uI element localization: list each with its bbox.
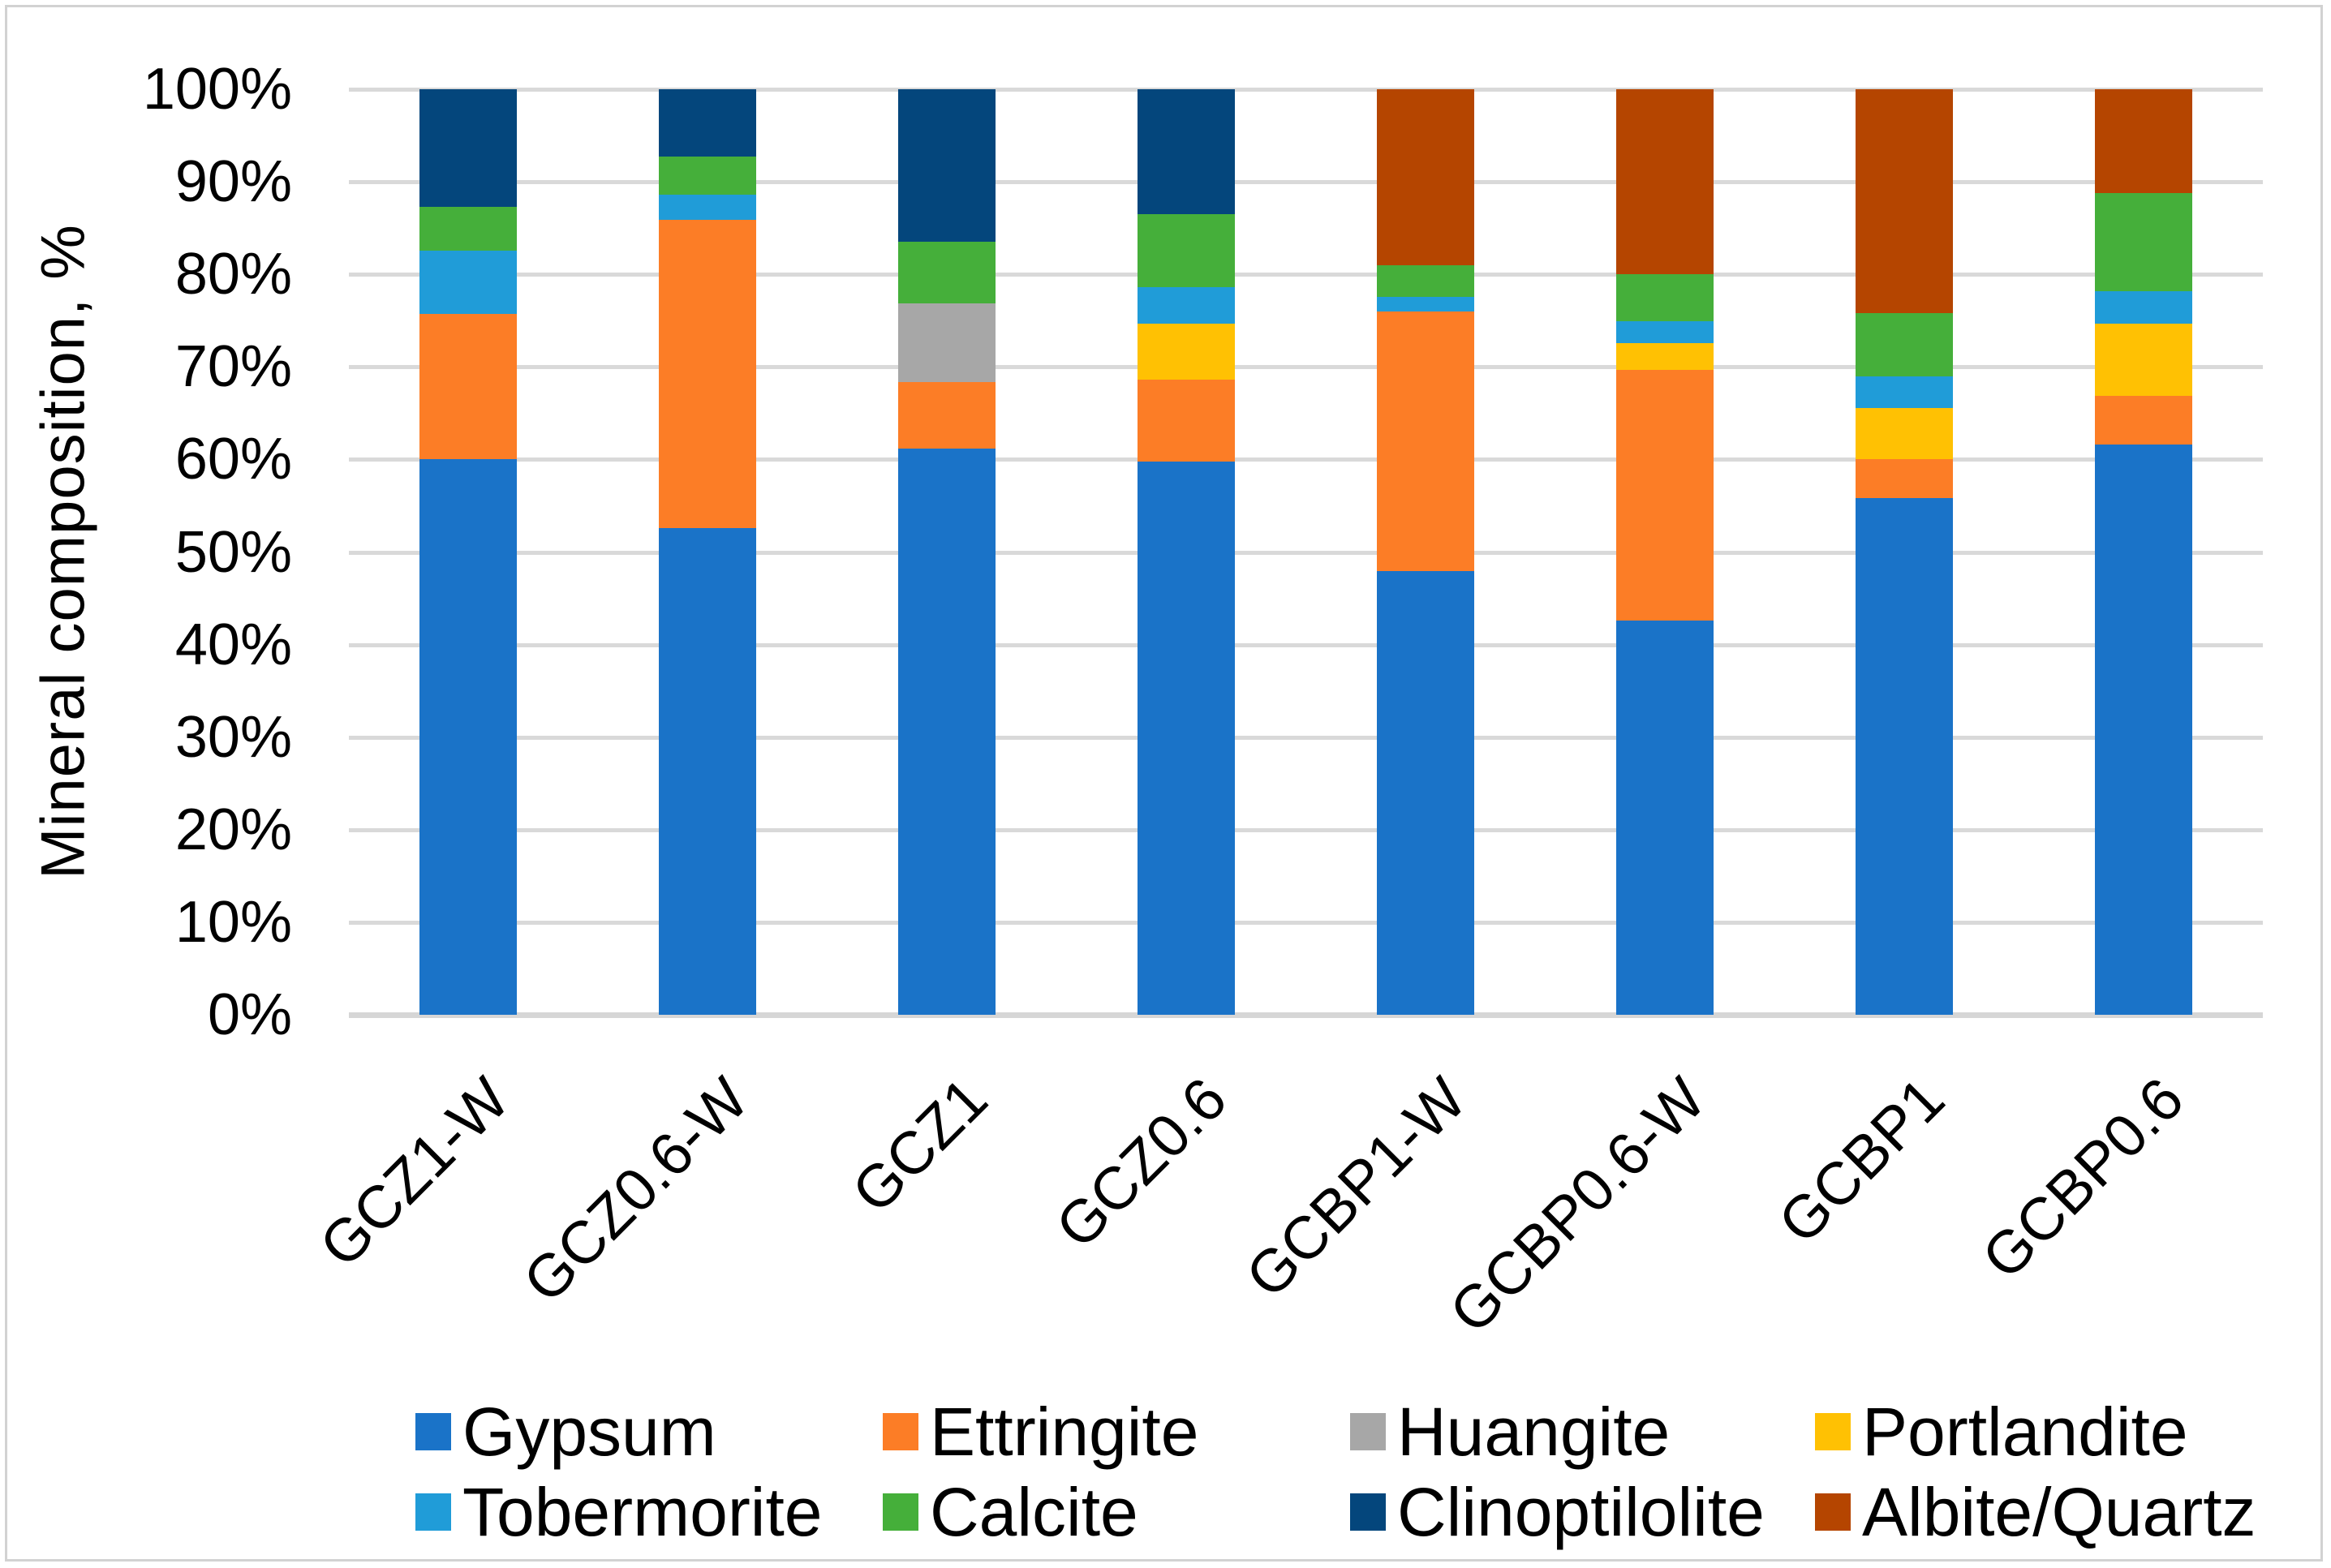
bar-segment-gypsum xyxy=(1138,461,1236,1015)
bar-segment-huangite xyxy=(898,303,996,382)
bar-segment-calcite xyxy=(1855,313,1953,376)
bar-segment-clinoptilolite xyxy=(419,89,518,207)
bar-segment-portlandite xyxy=(2094,323,2192,396)
bar-segment-gypsum xyxy=(2094,445,2192,1015)
bar-GCZ1 xyxy=(898,89,996,1015)
y-tick-label: 20% xyxy=(174,797,292,862)
gridline xyxy=(349,920,2263,925)
y-tick-label: 50% xyxy=(174,519,292,585)
bar-segment-albite-quartz xyxy=(1615,89,1714,275)
bar-segment-albite-quartz xyxy=(1855,89,1953,314)
bar-segment-gypsum xyxy=(898,448,996,1015)
bar-segment-tobermorite xyxy=(1138,287,1236,324)
bar-segment-calcite xyxy=(1138,214,1236,288)
bar-segment-ettringite xyxy=(1376,311,1474,572)
y-tick-label: 0% xyxy=(207,982,292,1047)
bar-segment-gypsum xyxy=(659,527,757,1015)
y-tick-label: 10% xyxy=(174,889,292,955)
gridline xyxy=(349,365,2263,370)
bar-segment-calcite xyxy=(1376,264,1474,297)
bar-segment-ettringite xyxy=(2094,395,2192,445)
bar-segment-tobermorite xyxy=(2094,290,2192,324)
bar-segment-gypsum xyxy=(1376,571,1474,1015)
bar-segment-ettringite xyxy=(419,314,518,460)
bar-segment-calcite xyxy=(1615,274,1714,322)
bar-segment-clinoptilolite xyxy=(659,89,757,157)
gridline xyxy=(349,458,2263,462)
gridline xyxy=(349,550,2263,555)
gridline xyxy=(349,735,2263,740)
bar-segment-calcite xyxy=(659,157,757,195)
gridline xyxy=(349,642,2263,647)
bar-segment-ettringite xyxy=(1855,459,1953,499)
bar-segment-ettringite xyxy=(659,219,757,528)
y-tick-label: 100% xyxy=(142,57,292,122)
bar-segment-clinoptilolite xyxy=(1138,89,1236,215)
bar-segment-tobermorite xyxy=(1376,296,1474,311)
bar-segment-gypsum xyxy=(1615,620,1714,1015)
bar-segment-portlandite xyxy=(1615,342,1714,370)
gridline xyxy=(349,88,2263,92)
bar-GCBP1-W xyxy=(1376,89,1474,1015)
bar-segment-tobermorite xyxy=(1855,376,1953,408)
bar-GCZ0.6 xyxy=(1138,89,1236,1015)
bar-segment-ettringite xyxy=(898,381,996,449)
gridline xyxy=(349,273,2263,277)
bar-segment-calcite xyxy=(898,242,996,303)
gridline xyxy=(349,827,2263,832)
bar-segment-calcite xyxy=(2094,192,2192,291)
bar-segment-gypsum xyxy=(419,459,518,1015)
bar-segment-tobermorite xyxy=(419,250,518,315)
bar-GCZ1-W xyxy=(419,89,518,1015)
chart-border xyxy=(5,5,2323,1562)
gridline xyxy=(349,180,2263,185)
bar-segment-ettringite xyxy=(1615,369,1714,621)
bar-GCBP0.6 xyxy=(2094,89,2192,1015)
y-tick-label: 80% xyxy=(174,242,292,307)
bar-segment-gypsum xyxy=(1855,498,1953,1015)
bar-segment-tobermorite xyxy=(659,195,757,220)
bar-segment-albite-quartz xyxy=(2094,89,2192,193)
y-tick-label: 30% xyxy=(174,704,292,770)
bar-segment-albite-quartz xyxy=(1376,89,1474,265)
bar-segment-ettringite xyxy=(1138,380,1236,462)
bar-GCZ0.6-W xyxy=(659,89,757,1015)
y-tick-label: 60% xyxy=(174,427,292,492)
y-axis-title: Mineral composition, % xyxy=(28,224,98,879)
bar-GCBP1 xyxy=(1855,89,1953,1015)
bar-GCBP0.6-W xyxy=(1615,89,1714,1015)
y-tick-label: 90% xyxy=(174,149,292,215)
bar-segment-calcite xyxy=(419,206,518,251)
y-tick-label: 40% xyxy=(174,612,292,677)
x-axis-line xyxy=(349,1012,2263,1018)
bar-segment-portlandite xyxy=(1855,407,1953,460)
bar-segment-clinoptilolite xyxy=(898,89,996,243)
bar-segment-portlandite xyxy=(1138,323,1236,380)
bar-segment-tobermorite xyxy=(1615,321,1714,343)
y-tick-label: 70% xyxy=(174,334,292,400)
